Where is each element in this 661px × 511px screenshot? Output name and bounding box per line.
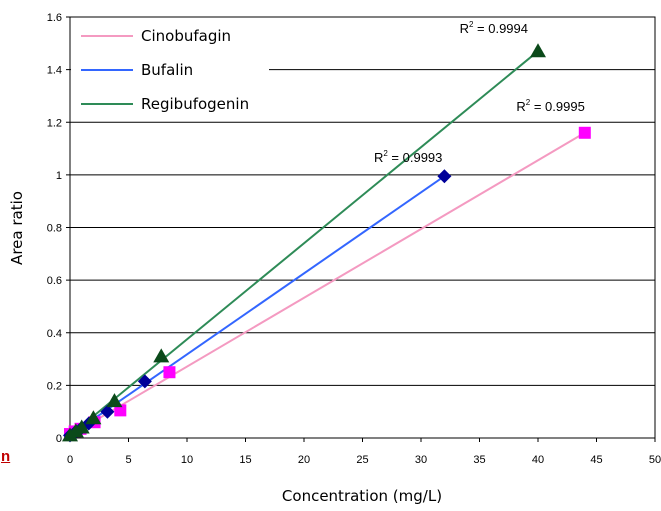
x-axis-title: Concentration (mg/L) [282, 487, 442, 505]
r-squared-label-cinobufagin: R2 = 0.9995 [516, 98, 584, 114]
y-tick-label-4: 0.8 [47, 223, 62, 235]
x-tick-label-5: 25 [356, 454, 368, 466]
x-tick-label-8: 40 [532, 454, 544, 466]
regibufogenin-point-2 [73, 419, 90, 434]
x-tick-label-4: 20 [298, 454, 310, 466]
y-tick-label-6: 1.2 [47, 117, 62, 129]
x-tick-label-1: 5 [125, 454, 131, 466]
fit-line-cinobufagin [69, 131, 586, 437]
r-squared-symbol: R [374, 150, 383, 165]
legend: Cinobufagin Bufalin Regibufogenin [71, 18, 269, 118]
fit-lines [69, 50, 586, 437]
x-tick-label-10: 50 [649, 454, 661, 466]
r-squared-value: = 0.9995 [530, 99, 585, 114]
y-tick-label-5: 1 [56, 170, 62, 182]
bufalin-point-4 [100, 404, 115, 419]
r-squared-exponent: 2 [383, 149, 388, 158]
y-axis-ticks: 0 0.2 0.4 0.6 0.8 1 1.2 1.4 1.6 [47, 12, 70, 445]
y-tick-label-0: 0 [56, 433, 62, 445]
x-tick-label-7: 35 [473, 454, 485, 466]
legend-label-regibufogenin: Regibufogenin [141, 95, 249, 113]
x-tick-label-6: 30 [415, 454, 427, 466]
r-squared-label-regibufogenin: R2 = 0.9994 [460, 20, 528, 36]
corner-mark: n [1, 448, 11, 464]
r-squared-value: = 0.9993 [388, 150, 443, 165]
x-tick-label-9: 45 [590, 454, 602, 466]
regibufogenin-point-3 [85, 410, 102, 425]
r-squared-exponent: 2 [526, 98, 531, 107]
x-tick-label-0: 0 [67, 454, 73, 466]
fit-line-bufalin [69, 175, 445, 437]
fit-line-regibufogenin [69, 50, 539, 437]
y-tick-label-8: 1.6 [47, 12, 62, 24]
regibufogenin-point-6 [530, 43, 546, 58]
r-squared-label-bufalin: R2 = 0.9993 [374, 149, 442, 165]
cinobufagin-point-5 [163, 366, 176, 379]
bufalin-point-5 [137, 374, 152, 389]
x-tick-label-2: 10 [181, 454, 193, 466]
bufalin-point-6 [437, 169, 452, 184]
y-tick-label-2: 0.4 [47, 328, 62, 340]
r-squared-exponent: 2 [469, 20, 474, 29]
legend-label-bufalin: Bufalin [141, 61, 193, 79]
cinobufagin-point-4 [114, 404, 127, 417]
y-axis-title: Area ratio [8, 191, 26, 265]
legend-label-cinobufagin: Cinobufagin [141, 27, 231, 45]
r-squared-symbol: R [516, 99, 525, 114]
r-squared-value: = 0.9994 [473, 21, 528, 36]
r-squared-symbol: R [460, 21, 469, 36]
regibufogenin-point-4 [106, 393, 123, 408]
regibufogenin-point-5 [153, 348, 170, 363]
x-tick-label-3: 15 [239, 454, 251, 466]
y-tick-label-1: 0.2 [47, 380, 62, 392]
y-tick-label-3: 0.6 [47, 275, 62, 287]
legend-box [71, 18, 269, 118]
data-markers [62, 43, 591, 443]
cinobufagin-point-6 [578, 126, 591, 139]
y-tick-label-7: 1.4 [47, 65, 62, 77]
x-axis-ticks: 0 5 10 15 20 25 30 35 40 45 50 [67, 438, 661, 466]
